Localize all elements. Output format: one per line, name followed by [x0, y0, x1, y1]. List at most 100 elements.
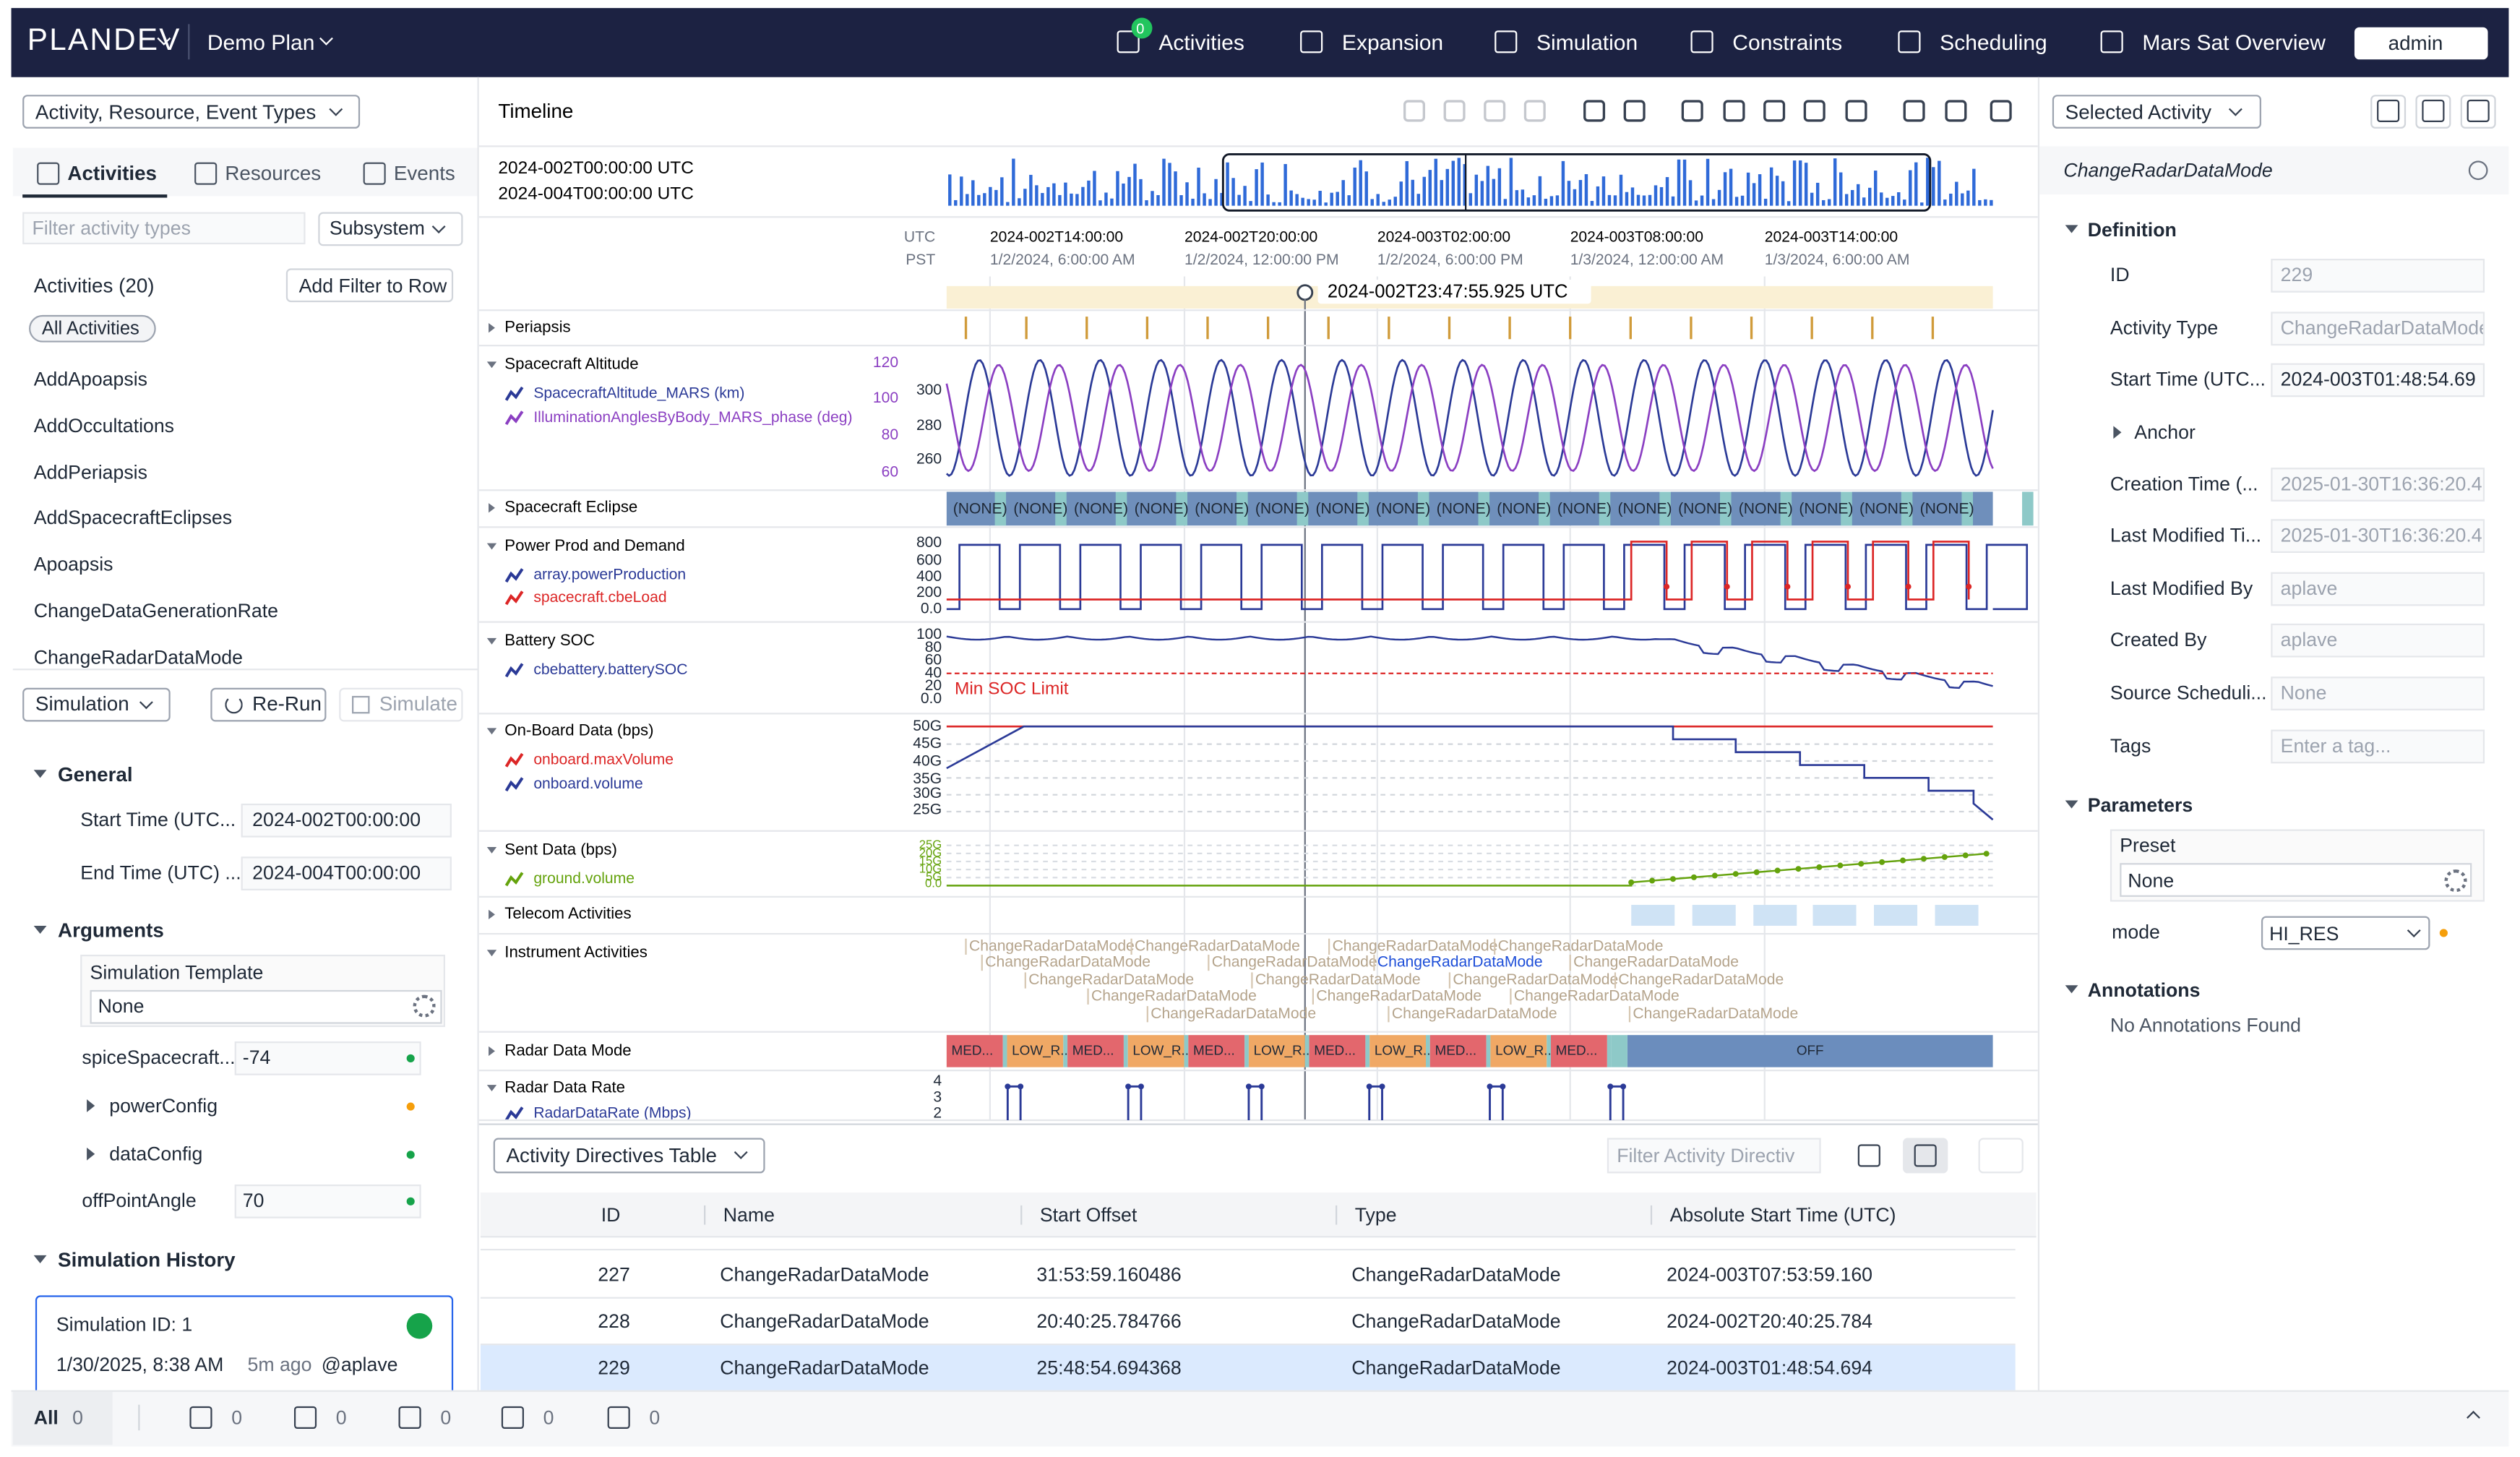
select-label[interactable]: Activity Directives Table — [506, 1144, 717, 1167]
icon[interactable] — [2422, 99, 2445, 123]
icon[interactable] — [398, 1406, 421, 1430]
select[interactable] — [22, 95, 361, 129]
button-label[interactable]: Re-Run — [252, 692, 322, 715]
select[interactable] — [2052, 95, 2261, 129]
status-count[interactable]: 0 — [440, 1406, 452, 1430]
activity-label[interactable]: ChangeRadarDataMode — [1633, 1005, 1798, 1022]
activity-label[interactable]: ChangeRadarDataMode — [1255, 971, 1421, 988]
icon[interactable] — [363, 162, 386, 185]
activity-type[interactable]: AddApoapsis — [33, 368, 147, 391]
icon[interactable] — [1495, 30, 1518, 53]
expand-toggle[interactable] — [87, 1099, 95, 1112]
icon[interactable] — [37, 162, 60, 185]
row-toggle[interactable] — [486, 950, 497, 957]
input[interactable] — [241, 803, 452, 838]
icon[interactable] — [1300, 30, 1323, 53]
activity-type[interactable]: ChangeDataGenerationRate — [33, 599, 278, 622]
nav-item[interactable]: Simulation — [1536, 30, 1638, 55]
icon[interactable] — [1690, 30, 1713, 53]
expand-toggle[interactable] — [87, 1147, 95, 1161]
chip-label[interactable]: All Activities — [41, 319, 139, 340]
activity-label[interactable]: ChangeRadarDataMode — [1028, 971, 1194, 988]
activity-label[interactable]: ChangeRadarDataMode — [1573, 954, 1739, 971]
button[interactable] — [210, 687, 327, 722]
icon[interactable] — [2467, 99, 2490, 123]
activity-type[interactable]: AddOccultations — [33, 414, 175, 437]
expand-toggle[interactable] — [2065, 225, 2078, 233]
status-label[interactable]: All — [33, 1406, 59, 1430]
icon-button[interactable] — [2370, 95, 2407, 129]
row-toggle[interactable] — [486, 637, 497, 645]
icon[interactable] — [1898, 30, 1921, 53]
status-count[interactable]: 0 — [335, 1406, 347, 1430]
column-header[interactable]: Type — [1354, 1203, 1397, 1226]
expand-toggle[interactable] — [33, 770, 47, 778]
activity-label[interactable]: ChangeRadarDataMode — [1498, 937, 1664, 954]
user-name[interactable]: admin — [2388, 32, 2443, 55]
plan-name[interactable]: Demo Plan — [207, 30, 315, 55]
toolbar-icon[interactable] — [1681, 100, 1703, 122]
activity-type[interactable]: AddPeriapsis — [33, 460, 147, 483]
activity-type[interactable]: AddSpacecraftEclipses — [33, 507, 233, 530]
activity-type[interactable]: Apoapsis — [33, 553, 113, 576]
icon[interactable] — [194, 162, 218, 185]
status-count[interactable]: 0 — [543, 1406, 554, 1430]
time-brush[interactable] — [1221, 153, 1932, 212]
toolbar-icon[interactable] — [1903, 100, 1925, 122]
activity-label[interactable]: ChangeRadarDataMode — [1135, 937, 1300, 954]
status-count[interactable]: 0 — [72, 1406, 83, 1430]
filter-input[interactable] — [1607, 1138, 1821, 1174]
activity-label[interactable]: ChangeRadarDataMode — [1091, 987, 1257, 1004]
select-value[interactable]: HI_RES — [2269, 922, 2339, 945]
activity-label[interactable]: ChangeRadarDataMode — [1514, 987, 1680, 1004]
row-toggle[interactable] — [489, 322, 495, 333]
activity-label[interactable]: ChangeRadarDataMode — [1453, 971, 1618, 988]
toolbar-icon[interactable] — [1723, 100, 1745, 122]
nav-item[interactable]: Mars Sat Overview — [2142, 30, 2326, 55]
activity-label[interactable]: ChangeRadarDataMode — [1333, 937, 1498, 954]
input[interactable] — [2120, 863, 2472, 897]
row-toggle[interactable] — [486, 846, 497, 854]
icon[interactable] — [293, 1406, 317, 1430]
gear-icon[interactable] — [2444, 869, 2467, 893]
button[interactable] — [339, 687, 463, 722]
input[interactable] — [2271, 729, 2485, 764]
expand-toggle[interactable] — [2113, 426, 2122, 439]
icon-button[interactable] — [2460, 95, 2496, 129]
activity-label[interactable]: ChangeRadarDataMode — [985, 954, 1151, 971]
toolbar-icon[interactable] — [1403, 100, 1425, 122]
status-count[interactable]: 0 — [649, 1406, 661, 1430]
more-button[interactable] — [1978, 1138, 2024, 1174]
input[interactable] — [234, 1041, 421, 1075]
column-header[interactable]: Name — [723, 1203, 775, 1226]
activity-label[interactable]: ChangeRadarDataMode — [1618, 971, 1784, 988]
row-toggle[interactable] — [486, 1085, 497, 1091]
toolbar-icon[interactable] — [1803, 100, 1826, 122]
tab[interactable]: Resources — [225, 162, 322, 185]
input[interactable] — [2271, 363, 2485, 397]
timeline[interactable]: Timeline 2024-002T00:00:00 UTC 2024-004T00… — [478, 77, 2038, 1125]
toolbar-icon[interactable] — [1763, 100, 1786, 122]
table-row[interactable] — [480, 1252, 2016, 1299]
nav-item[interactable]: Expansion — [1341, 30, 1444, 55]
select-label[interactable]: Activity, Resource, Event Types — [35, 101, 317, 124]
row-toggle[interactable] — [486, 361, 497, 369]
input[interactable] — [234, 1184, 421, 1219]
activity-label[interactable]: ChangeRadarDataMode — [1316, 987, 1482, 1004]
input[interactable] — [241, 856, 452, 891]
column-header[interactable]: ID — [601, 1203, 621, 1226]
icon[interactable] — [607, 1406, 630, 1430]
status-all[interactable] — [12, 1391, 113, 1445]
activity-label[interactable]: ChangeRadarDataMode — [1151, 1005, 1316, 1022]
row-toggle[interactable] — [489, 1046, 495, 1057]
expand-toggle[interactable] — [2065, 985, 2078, 994]
toolbar-icon[interactable] — [1845, 100, 1867, 122]
toolbar-icon[interactable] — [1523, 100, 1546, 122]
chip[interactable] — [29, 314, 156, 343]
column-header[interactable]: Start Offset — [1039, 1203, 1138, 1226]
icon[interactable] — [1117, 30, 1140, 53]
tab[interactable]: Events — [393, 162, 455, 185]
activity-label[interactable]: ChangeRadarDataMode — [969, 937, 1135, 954]
toolbar-icon[interactable] — [1990, 100, 2012, 122]
select-label[interactable]: Simulation — [35, 692, 129, 715]
